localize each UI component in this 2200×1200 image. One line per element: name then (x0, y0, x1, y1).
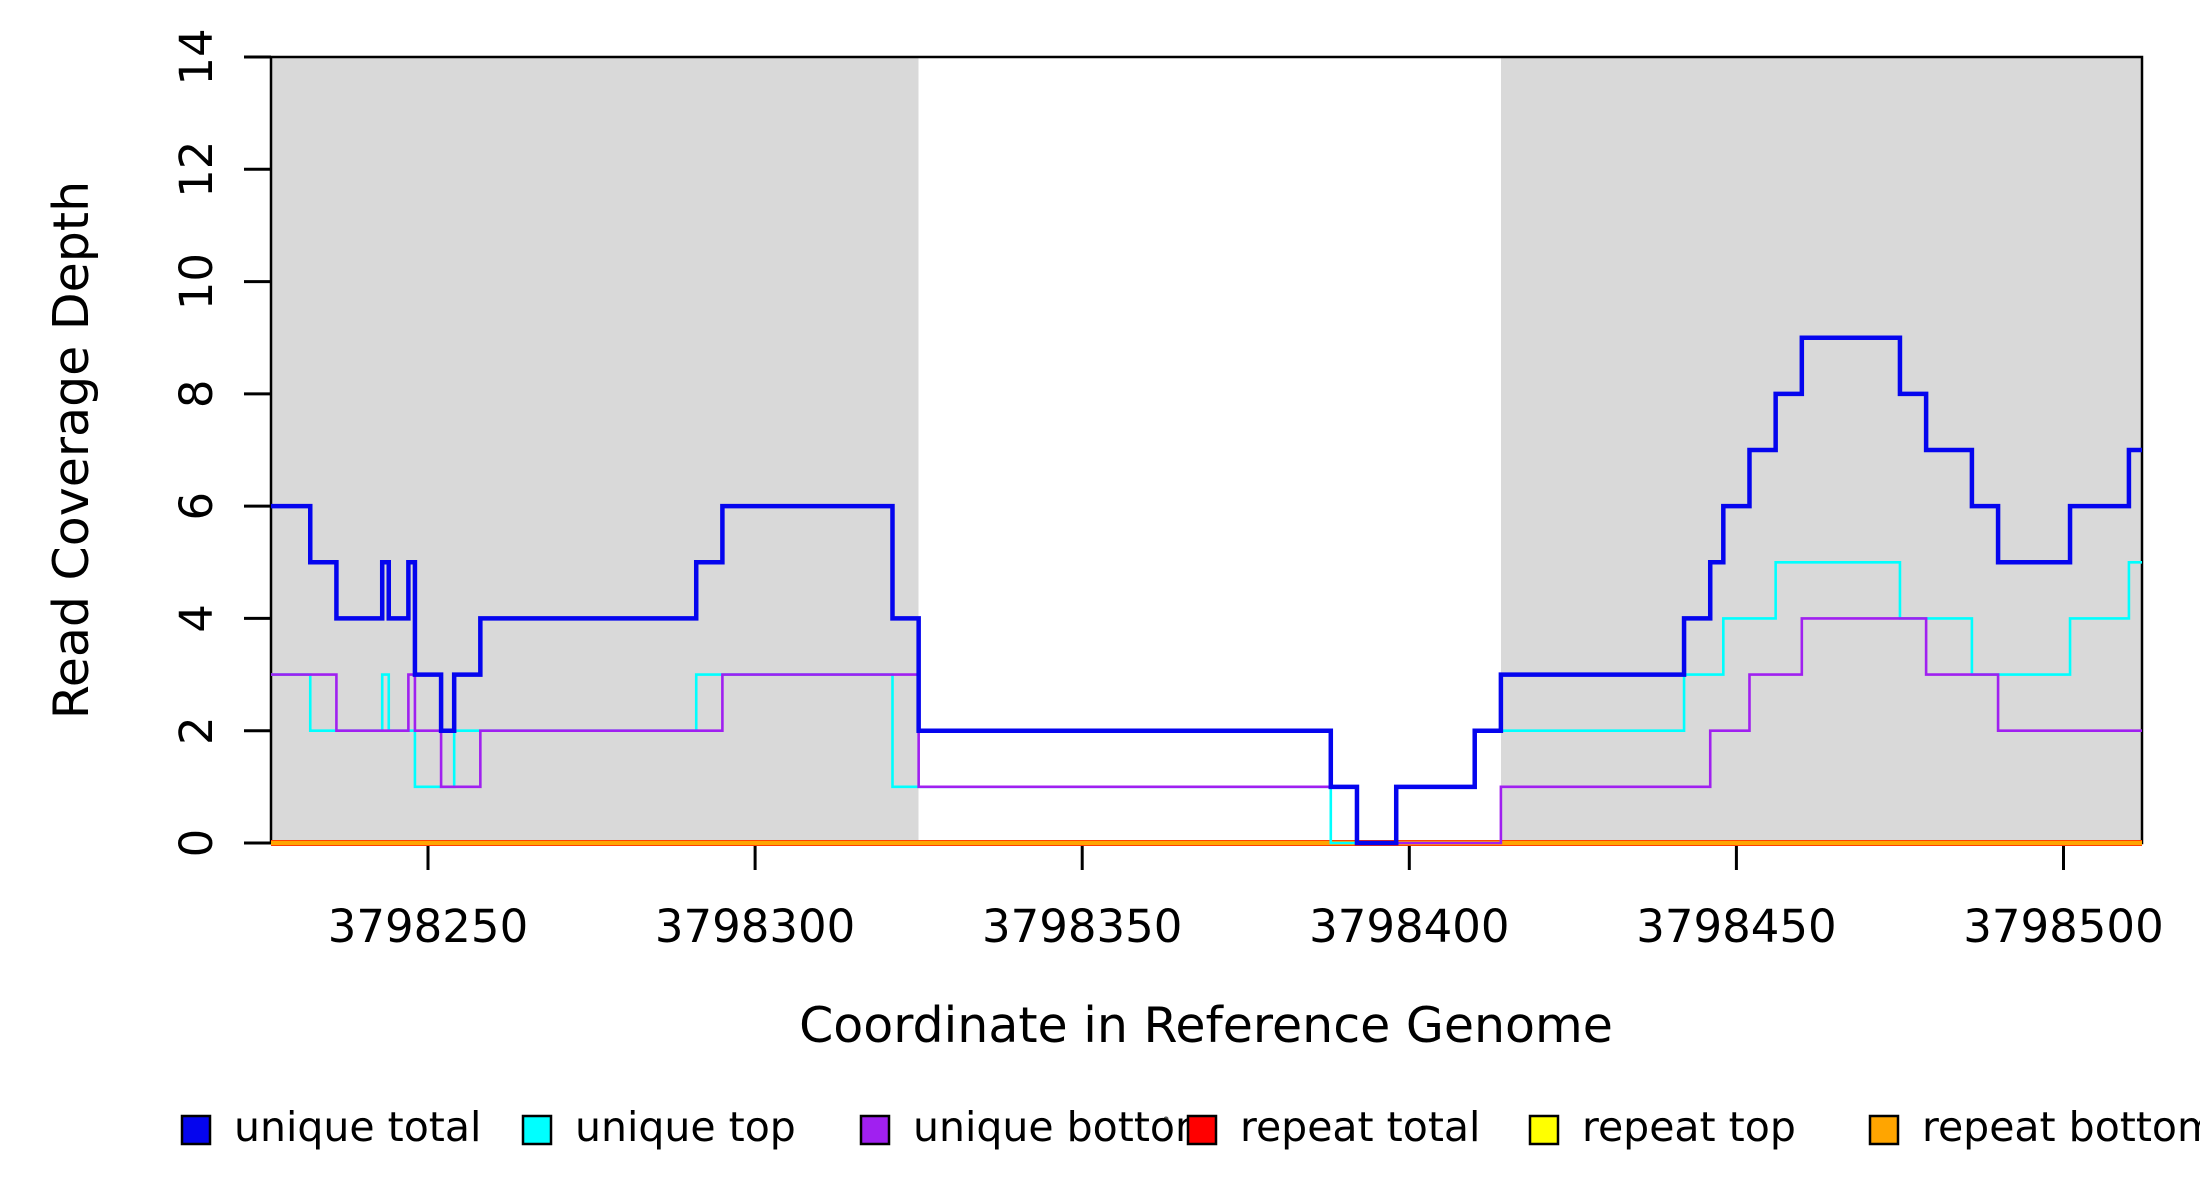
y-tick-label: 4 (170, 604, 223, 633)
x-axis-title: Coordinate in Reference Genome (799, 997, 1613, 1054)
legend-label-repeat-total: repeat total (1240, 1103, 1480, 1151)
legend-swatch-repeat-bottom (1868, 1114, 1900, 1146)
x-tick-label: 3798250 (328, 900, 528, 953)
y-axis-ticks: 0 2 4 6 8 10 12 14 (170, 28, 271, 857)
legend-swatch-unique-bottom (859, 1114, 891, 1146)
y-tick-label: 8 (170, 380, 223, 409)
x-axis-ticks: 3798250 3798300 3798350 3798400 3798450 37985… (328, 843, 2164, 953)
x-tick-label: 3798500 (1963, 900, 2163, 953)
legend-label-unique-bottom: unique bottom (913, 1103, 1215, 1151)
x-tick-label: 3798300 (655, 900, 855, 953)
x-tick-label: 3798400 (1309, 900, 1509, 953)
legend-swatch-repeat-total (1186, 1114, 1218, 1146)
y-tick-label: 2 (170, 716, 223, 745)
x-tick-label: 3798350 (982, 900, 1182, 953)
shaded-region-bands (271, 57, 2142, 843)
legend-swatch-unique-total (180, 1114, 212, 1146)
legend-label-repeat-bottom: repeat bottom (1922, 1103, 2200, 1151)
series-lines (271, 335, 2142, 846)
y-axis-title: Read Coverage Depth (43, 181, 100, 719)
left-shaded-region (271, 57, 919, 843)
y-tick-label: 14 (170, 28, 223, 85)
stray-dot-artifact (1163, 1116, 1169, 1122)
x-tick-label: 3798450 (1636, 900, 1836, 953)
y-tick-label: 12 (170, 141, 223, 198)
y-tick-label: 0 (170, 829, 223, 858)
legend-label-unique-total: unique total (234, 1103, 481, 1151)
right-shaded-region (1500, 57, 2142, 843)
legend-swatch-repeat-top (1528, 1114, 1560, 1146)
legend-swatch-unique-top (521, 1114, 553, 1146)
legend-label-repeat-top: repeat top (1582, 1103, 1796, 1151)
series-line-unique-total (271, 335, 2142, 846)
legend: unique total unique top unique bottom repea… (180, 1103, 2200, 1151)
legend-label-unique-top: unique top (575, 1103, 796, 1151)
y-tick-label: 6 (170, 492, 223, 521)
y-tick-label: 10 (170, 253, 223, 310)
